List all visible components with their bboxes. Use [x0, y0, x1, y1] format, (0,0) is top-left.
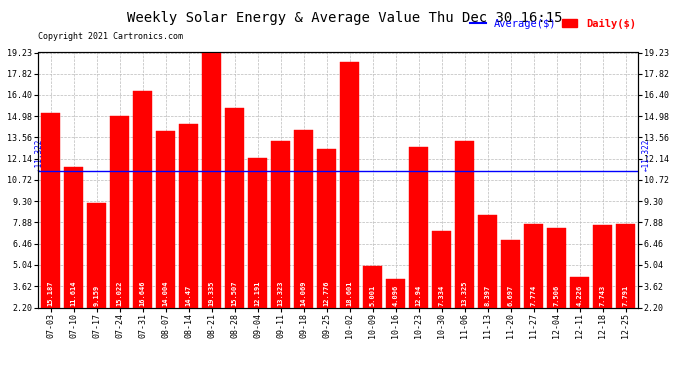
Bar: [179, 124, 198, 308]
Text: 13.323: 13.323: [277, 280, 284, 306]
Text: 19.335: 19.335: [208, 280, 215, 306]
Text: 9.159: 9.159: [94, 285, 99, 306]
Bar: [432, 231, 451, 308]
Text: 16.646: 16.646: [139, 280, 146, 306]
Bar: [478, 215, 497, 308]
Bar: [616, 224, 635, 308]
Text: 14.069: 14.069: [301, 280, 306, 306]
Bar: [455, 141, 474, 308]
Bar: [87, 203, 106, 308]
Bar: [409, 147, 428, 308]
Text: 8.397: 8.397: [484, 285, 491, 306]
Text: 15.187: 15.187: [48, 280, 54, 306]
Text: 14.47: 14.47: [186, 285, 192, 306]
Text: 13.325: 13.325: [462, 280, 468, 306]
Bar: [363, 266, 382, 308]
Text: 4.226: 4.226: [577, 285, 582, 306]
Bar: [570, 277, 589, 308]
Bar: [340, 62, 359, 308]
Text: 7.506: 7.506: [553, 285, 560, 306]
Text: 7.791: 7.791: [622, 285, 629, 306]
Text: Weekly Solar Energy & Average Value Thu Dec 30 16:15: Weekly Solar Energy & Average Value Thu …: [127, 11, 563, 25]
Text: 18.601: 18.601: [346, 280, 353, 306]
Text: 7.743: 7.743: [600, 285, 606, 306]
Bar: [64, 166, 83, 308]
Text: 15.507: 15.507: [232, 280, 237, 306]
Bar: [317, 149, 336, 308]
Text: 12.94: 12.94: [415, 285, 422, 306]
Text: 4.096: 4.096: [393, 285, 399, 306]
Bar: [225, 108, 244, 307]
Bar: [110, 116, 129, 308]
Bar: [202, 51, 221, 308]
Bar: [294, 130, 313, 308]
Bar: [593, 225, 612, 308]
Bar: [248, 158, 267, 308]
Bar: [156, 131, 175, 308]
Text: 15.022: 15.022: [117, 280, 123, 306]
Legend: Average($), Daily($): Average($), Daily($): [466, 15, 640, 33]
Text: ←11.322: ←11.322: [641, 138, 650, 171]
Text: 14.004: 14.004: [163, 280, 168, 306]
Bar: [271, 141, 290, 308]
Bar: [41, 113, 60, 308]
Text: 12.776: 12.776: [324, 280, 330, 306]
Bar: [547, 228, 566, 308]
Text: ←11.322: ←11.322: [34, 138, 43, 171]
Text: 7.334: 7.334: [439, 285, 444, 306]
Bar: [501, 240, 520, 308]
Text: Copyright 2021 Cartronics.com: Copyright 2021 Cartronics.com: [38, 32, 183, 41]
Text: 7.774: 7.774: [531, 285, 537, 306]
Bar: [133, 91, 152, 308]
Text: 5.001: 5.001: [370, 285, 375, 306]
Bar: [524, 224, 543, 308]
Text: 6.697: 6.697: [508, 285, 513, 306]
Text: 11.614: 11.614: [70, 280, 77, 306]
Text: 12.191: 12.191: [255, 280, 261, 306]
Bar: [386, 279, 405, 308]
